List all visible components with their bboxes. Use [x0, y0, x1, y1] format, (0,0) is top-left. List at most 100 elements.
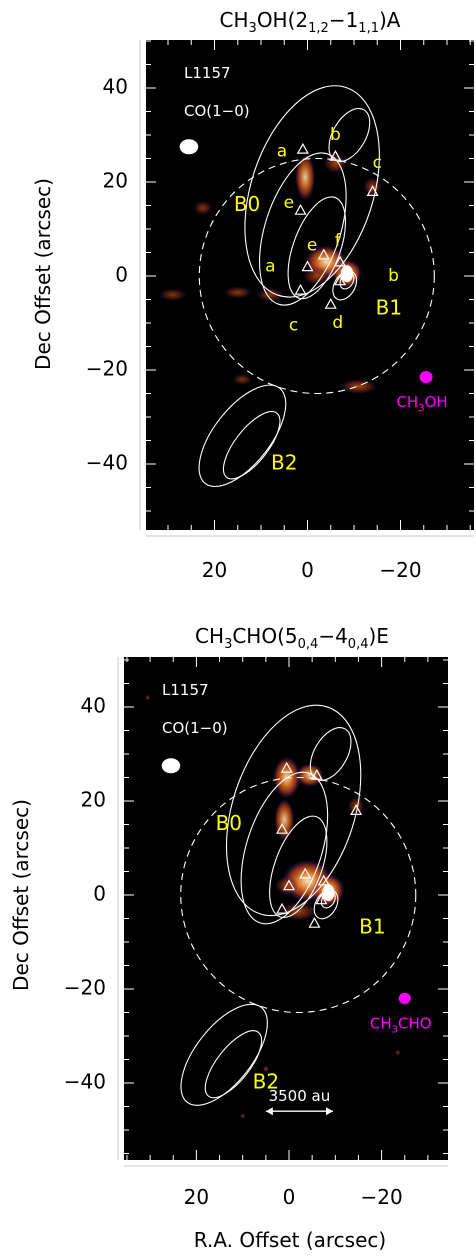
scale-bar-label: 3500 au: [269, 1087, 331, 1105]
emission-blob: [302, 266, 331, 286]
emission-blob: [239, 1113, 246, 1119]
emission-blob: [193, 200, 213, 215]
position-marker: [329, 149, 342, 161]
position-marker: [294, 283, 307, 295]
co-contour: [240, 771, 329, 925]
co-contour: [225, 704, 362, 917]
emission-blob: [340, 378, 378, 394]
co-contour: [244, 85, 380, 298]
map-content: B0 B1 B2: [145, 694, 417, 1119]
knot-letter-label: f: [335, 231, 342, 251]
position-marker: [324, 297, 337, 309]
axis-ticks: [124, 657, 448, 1160]
position-marker: [334, 255, 347, 267]
y-tick-label: 0: [93, 882, 106, 906]
y-tick-label: 20: [81, 788, 106, 812]
species-beam-ellipse: [419, 370, 433, 384]
position-marker: [301, 260, 314, 272]
x-tick-label: −20: [379, 558, 421, 582]
source-label: L1157: [184, 64, 231, 82]
y-tick-label: −20: [64, 976, 106, 1000]
position-marker: [296, 142, 309, 154]
knot-letter-label: a: [277, 141, 287, 161]
x-tick-label: −20: [360, 1185, 402, 1209]
panel-title: CH3CHO(50,4−40,4)E: [195, 624, 389, 652]
emission-blob: [223, 286, 252, 299]
knot-letter-label: e: [307, 235, 317, 255]
scale-bar-arrow-right: [325, 1107, 333, 1116]
emission-blob: [158, 288, 187, 301]
emission-blob: [145, 694, 151, 701]
emission-blob: [294, 153, 316, 201]
axis-ticks: [146, 40, 474, 530]
b1-peak: [340, 265, 354, 283]
position-marker: [315, 893, 328, 905]
co-beam-ellipse: [161, 758, 181, 774]
position-marker: [276, 822, 289, 834]
position-marker: [276, 902, 289, 914]
species-label: CH3OH: [396, 393, 447, 414]
y-tick-label: 40: [81, 694, 106, 718]
y-tick-label: 0: [115, 263, 128, 287]
y-axis-label: Dec Offset (arcsec): [31, 178, 55, 370]
panel-title: CH3OH(21,2−11,1)A: [220, 8, 401, 36]
position-marker: [299, 867, 312, 879]
region-label-b1: B1: [359, 914, 385, 938]
co-contour: [180, 1003, 268, 1106]
position-marker: [308, 916, 321, 928]
position-marker: [334, 274, 347, 286]
co-contour: [204, 1030, 263, 1099]
y-tick-label: −40: [64, 1070, 106, 1094]
knot-letter-label: e: [284, 193, 294, 213]
position-marker: [317, 248, 330, 260]
y-axis-label: Dec Offset (arcsec): [9, 799, 33, 991]
x-tick-label: 0: [301, 558, 314, 582]
contour-label: CO(1−0): [184, 102, 250, 120]
species-label: CH3CHO: [370, 1014, 432, 1035]
position-marker: [350, 804, 363, 816]
knot-letter-label: c: [373, 153, 382, 173]
knot-letter-label: b: [330, 125, 341, 145]
y-tick-label: 40: [103, 75, 128, 99]
y-tick-label: −20: [86, 357, 128, 381]
primary-beam-ring: [198, 157, 435, 395]
region-label-b0: B0: [234, 192, 260, 216]
source-label: L1157: [162, 681, 209, 699]
region-label-b2: B2: [271, 451, 297, 475]
species-beam-ellipse: [398, 992, 411, 1005]
position-marker: [366, 185, 379, 196]
y-tick-label: 20: [103, 169, 128, 193]
position-marker: [282, 879, 296, 891]
x-tick-label: 20: [184, 1185, 209, 1209]
region-label-b0: B0: [216, 811, 242, 835]
co-beam-ellipse: [179, 139, 199, 155]
knot-letter-label: a: [265, 257, 275, 277]
scale-bar-arrow-left: [265, 1107, 273, 1116]
region-label-b1: B1: [376, 295, 402, 319]
x-axis-label: R.A. Offset (arcsec): [194, 1228, 386, 1252]
b1-peak: [322, 884, 335, 902]
position-marker: [294, 203, 307, 215]
co-contour: [222, 411, 281, 480]
emission-blob: [274, 798, 295, 841]
map-background: [146, 40, 474, 530]
co-contour: [269, 815, 328, 919]
knot-letter-label: b: [388, 266, 399, 286]
primary-beam-ring: [180, 776, 417, 1014]
co-contour: [258, 152, 347, 306]
knot-letter-label: d: [332, 313, 343, 333]
position-marker: [310, 768, 323, 780]
y-tick-label: −40: [86, 451, 128, 475]
emission-blob: [233, 373, 252, 386]
co-contour: [198, 384, 287, 488]
emission-blob: [395, 1049, 401, 1056]
position-marker: [280, 761, 293, 773]
knot-letter-label: c: [289, 315, 298, 335]
emission-blob: [262, 1065, 270, 1073]
emission-blob: [256, 287, 285, 302]
position-marker: [317, 874, 330, 886]
region-label-b2: B2: [253, 1070, 279, 1094]
